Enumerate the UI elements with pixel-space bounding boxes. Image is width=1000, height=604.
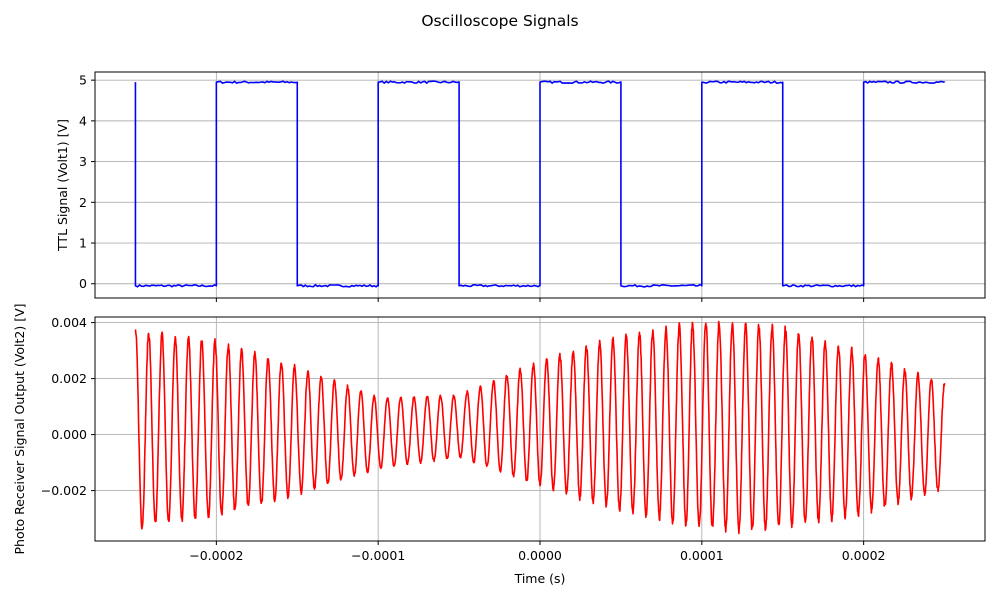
y-tick-label: 0.004 — [51, 315, 87, 330]
y-tick-label: 4 — [79, 113, 87, 128]
figure-suptitle: Oscilloscope Signals — [421, 12, 578, 30]
photo-y-axis-label: Photo Receiver Signal Output (Volt2) [V] — [12, 303, 27, 554]
y-tick-label: 0.000 — [51, 427, 87, 442]
ttl-signal-panel: 0 1 2 3 4 5 TTL Signal (Volt1) [V] — [55, 71, 986, 302]
y-tick-label: 0.002 — [51, 371, 87, 386]
y-tick-label: 1 — [79, 236, 87, 251]
x-tick-label: 0.0000 — [518, 548, 562, 563]
photo-receiver-signal-line — [134, 320, 946, 535]
photo-ticks: −0.0002 −0.0001 0.0000 0.0001 0.0002 −0.002 0.… — [41, 315, 886, 563]
photo-receiver-panel: −0.0002 −0.0001 0.0000 0.0001 0.0002 −0.002 0.… — [12, 303, 986, 586]
x-tick-label: 0.0002 — [842, 548, 886, 563]
x-tick-label: −0.0002 — [189, 548, 243, 563]
ttl-y-axis-label: TTL Signal (Volt1) [V] — [55, 119, 70, 252]
x-tick-label: 0.0001 — [680, 548, 724, 563]
y-tick-label: 3 — [79, 154, 87, 169]
ttl-ticks: 0 1 2 3 4 5 — [79, 73, 865, 302]
x-axis-label: Time (s) — [514, 571, 566, 586]
ttl-series-group — [134, 80, 946, 288]
y-tick-label: 0 — [79, 276, 87, 291]
y-tick-label: −0.002 — [41, 483, 87, 498]
ttl-signal-line — [134, 80, 946, 288]
photo-series-group — [134, 320, 946, 535]
x-tick-label: −0.0001 — [351, 548, 405, 563]
y-tick-label: 5 — [79, 73, 87, 88]
y-tick-label: 2 — [79, 195, 87, 210]
